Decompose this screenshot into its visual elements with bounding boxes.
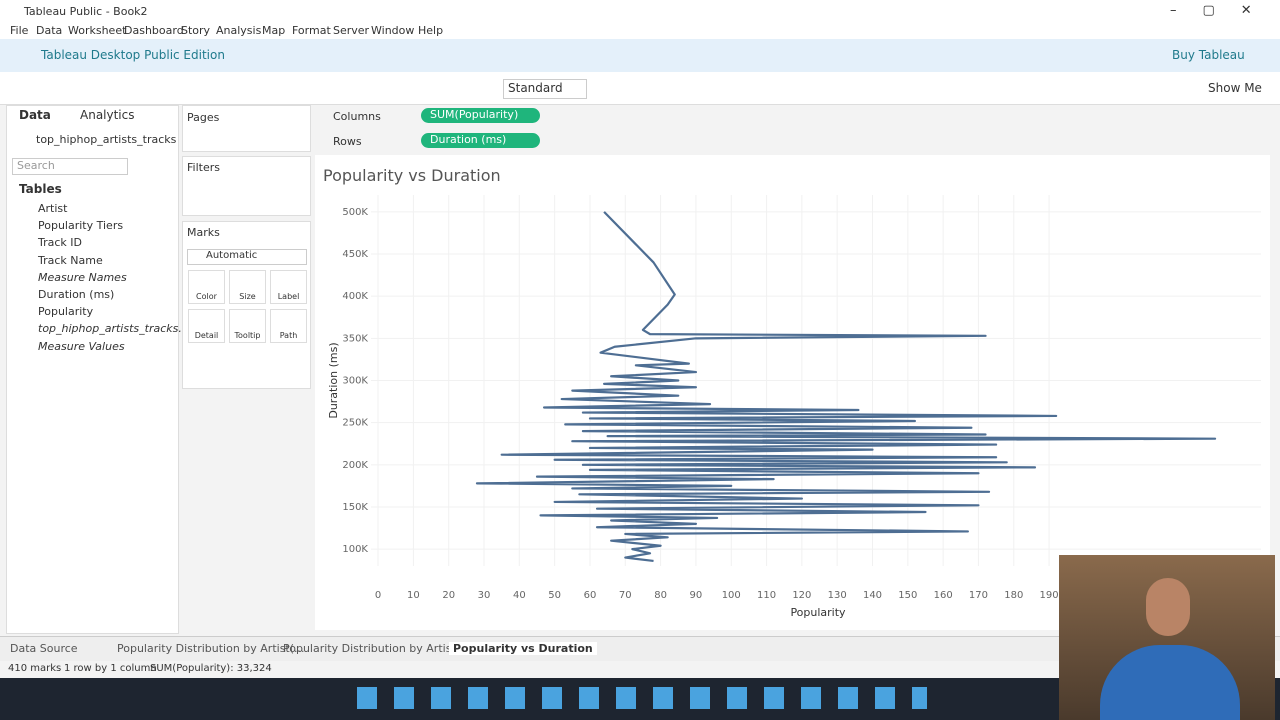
field[interactable]: Artist [38, 202, 68, 215]
x-tick-label: 80 [654, 590, 667, 601]
x-tick-label: 110 [757, 590, 776, 601]
mark-button[interactable]: Tooltip [229, 309, 266, 343]
x-tick-label: 70 [619, 590, 632, 601]
menu-item[interactable]: Data [36, 24, 63, 37]
menu-item[interactable]: Worksheet [68, 24, 127, 37]
x-tick-label: 40 [513, 590, 526, 601]
fit-dropdown[interactable]: Standard [503, 79, 587, 99]
x-tick-label: 90 [690, 590, 703, 601]
show-me[interactable]: Show Me [1208, 81, 1262, 95]
marks-label: Marks [187, 226, 220, 239]
mark-button[interactable]: Detail [188, 309, 225, 343]
rows-label: Rows [333, 135, 362, 148]
field[interactable]: Popularity Tiers [38, 219, 124, 233]
x-tick-label: 60 [584, 590, 597, 601]
field[interactable]: Popularity [38, 305, 94, 319]
y-tick-label: 150K [342, 502, 368, 513]
x-tick-label: 160 [934, 590, 953, 601]
x-tick-label: 170 [969, 590, 988, 601]
x-tick-label: 150 [898, 590, 917, 601]
menu-item[interactable]: Help [418, 24, 444, 37]
banner-title: Tableau Desktop Public Edition [41, 48, 225, 62]
x-tick-label: 180 [1004, 590, 1023, 601]
y-tick-label: 450K [342, 249, 368, 260]
y-axis-label: Duration (ms) [327, 342, 340, 418]
banner [0, 39, 1280, 72]
menu-item[interactable]: Analysis [216, 24, 262, 37]
field[interactable]: Measure Values [38, 339, 125, 353]
y-tick-label: 100K [342, 544, 368, 555]
x-tick-label: 100 [722, 590, 741, 601]
taskbar-icons [357, 687, 927, 709]
sheet-tab[interactable]: Data Source [10, 642, 78, 655]
buy-button[interactable]: Buy Tableau [1172, 48, 1245, 62]
status-item: 1 row by 1 column [64, 663, 157, 674]
menu-item[interactable]: Window [371, 24, 415, 37]
filters-card [182, 156, 311, 216]
person [1100, 645, 1240, 720]
status-item: SUM(Popularity): 33,324 [150, 663, 272, 674]
window-controls[interactable]: –▢✕ [1170, 3, 1278, 18]
person-head [1146, 578, 1190, 636]
field[interactable]: Duration (ms) [38, 288, 115, 301]
rows-pill[interactable]: Duration (ms) [421, 133, 540, 148]
columns-pill[interactable]: SUM(Popularity) [421, 108, 540, 123]
sheet-tab[interactable]: Popularity vs Duration [449, 642, 597, 655]
window-title: Tableau Public - Book2 [24, 5, 148, 18]
mark-button[interactable]: Size [229, 270, 266, 304]
y-tick-label: 300K [342, 376, 368, 387]
x-tick-label: 10 [407, 590, 420, 601]
mark-button[interactable]: Path [270, 309, 307, 343]
chart-title: Popularity vs Duration [323, 166, 501, 185]
mark-button[interactable]: Color [188, 270, 225, 304]
x-tick-label: 0 [375, 590, 381, 601]
y-tick-label: 200K [342, 460, 368, 471]
y-tick-label: 500K [342, 207, 368, 218]
menu-item[interactable]: Format [292, 24, 331, 37]
x-tick-label: 190 [1040, 590, 1059, 601]
y-tick-label: 350K [342, 333, 368, 344]
y-tick-label: 400K [342, 291, 368, 302]
pane-tab[interactable]: Analytics [80, 108, 135, 122]
x-tick-label: 140 [863, 590, 882, 601]
pane-tab[interactable]: Data [19, 108, 51, 122]
tables-heading: Tables [19, 182, 62, 196]
chart: Popularity vs Duration 100K 150K 200K 250K 3… [315, 155, 1270, 630]
y-tick-label: 250K [342, 418, 368, 429]
columns-label: Columns [333, 110, 381, 123]
menu-bar: File Data Worksheet Dashboard Story Analysis M… [0, 22, 1280, 39]
status-item: 410 marks [8, 663, 62, 674]
field[interactable]: Track ID [38, 236, 82, 250]
search-box[interactable]: Search [12, 158, 128, 175]
x-tick-label: 130 [828, 590, 847, 601]
mark-button[interactable]: Label [270, 270, 307, 304]
menu-item[interactable]: File [10, 24, 29, 37]
toolbar [0, 72, 1280, 105]
menu-item[interactable]: Story [181, 24, 211, 37]
pages-label: Pages [187, 111, 220, 124]
sheet-tab[interactable]: Popularity Distribution by Artist(... [283, 642, 471, 655]
x-tick-label: 30 [478, 590, 491, 601]
title-bar [0, 0, 1280, 22]
data-pane [6, 105, 179, 634]
sheet-tab[interactable]: Popularity Distribution by Artist(... [117, 642, 305, 655]
field[interactable]: Track Name [38, 253, 103, 267]
status-bar: 410 marks 1 row by 1 column SUM(Popularity… [0, 661, 1280, 678]
data-source[interactable]: top_hiphop_artists_tracks [36, 133, 177, 146]
x-tick-label: 120 [792, 590, 811, 601]
menu-item[interactable]: Dashboard [124, 24, 184, 37]
menu-item[interactable]: Map [262, 24, 286, 37]
filters-label: Filters [187, 161, 220, 174]
line [475, 211, 1217, 563]
x-tick-label: 50 [548, 590, 561, 601]
menu-item[interactable]: Server [333, 24, 370, 37]
x-tick-label: 20 [442, 590, 455, 601]
pages-card [182, 105, 311, 152]
field[interactable]: top_hiphop_artists_tracks... [38, 322, 189, 336]
x-axis-label: Popularity [790, 606, 846, 619]
field[interactable]: Measure Names [38, 270, 127, 284]
mark-type[interactable]: Automatic [187, 249, 307, 265]
